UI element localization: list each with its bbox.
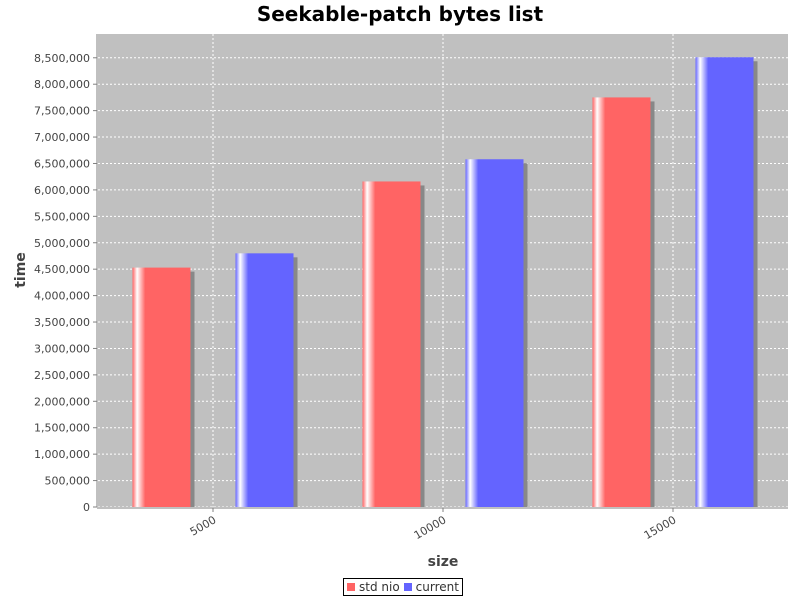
y-axis-ticks: 0 500,000 1,000,000 1,500,000 2,000,000 2,500…: [34, 52, 97, 514]
x-tick-label: 10000: [412, 513, 449, 542]
grid-lines: [98, 34, 788, 508]
y-tick-label: 2,500,000: [34, 369, 90, 382]
x-tick-label: 5000: [188, 513, 219, 538]
x-axis-ticks: 5000 10000 15000: [188, 508, 679, 542]
bar-std-nio-5000: [132, 267, 191, 507]
legend-swatch-current: [403, 583, 412, 591]
y-tick-label: 0: [83, 501, 90, 514]
y-tick-label: 6,500,000: [34, 157, 90, 170]
y-tick-label: 5,500,000: [34, 210, 90, 223]
y-tick-label: 4,000,000: [34, 290, 90, 303]
chart-title: Seekable-patch bytes list: [257, 2, 544, 26]
bars: [132, 57, 758, 508]
bar-current-10000: [465, 159, 524, 508]
y-tick-label: 1,500,000: [34, 422, 90, 435]
bar-current-5000: [235, 253, 294, 507]
y-tick-label: 4,500,000: [34, 263, 90, 276]
y-axis-label: time: [13, 252, 29, 288]
y-tick-label: 5,000,000: [34, 237, 90, 250]
y-tick-label: 1,000,000: [34, 448, 90, 461]
x-axis-label: size: [428, 554, 459, 570]
bar-std-nio-15000: [592, 97, 651, 507]
y-tick-label: 7,000,000: [34, 131, 90, 144]
y-tick-label: 6,000,000: [34, 184, 90, 197]
legend-label-current: current: [415, 580, 459, 594]
y-tick-label: 500,000: [45, 475, 91, 488]
y-tick-label: 3,500,000: [34, 316, 90, 329]
legend-label-std-nio: std nio: [359, 580, 400, 594]
legend-swatch-std-nio: [347, 583, 355, 591]
y-tick-label: 8,000,000: [34, 78, 90, 91]
x-tick-label: 15000: [642, 513, 679, 542]
legend: std nio current: [343, 578, 463, 596]
y-tick-label: 8,500,000: [34, 52, 90, 65]
y-tick-label: 2,000,000: [34, 395, 90, 408]
bar-std-nio-10000: [362, 181, 421, 507]
y-tick-label: 7,500,000: [34, 105, 90, 118]
bar-current-15000: [695, 57, 754, 507]
legend-item-current: current: [403, 580, 459, 594]
legend-item-std-nio: std nio: [347, 580, 400, 594]
y-tick-label: 3,000,000: [34, 342, 90, 355]
